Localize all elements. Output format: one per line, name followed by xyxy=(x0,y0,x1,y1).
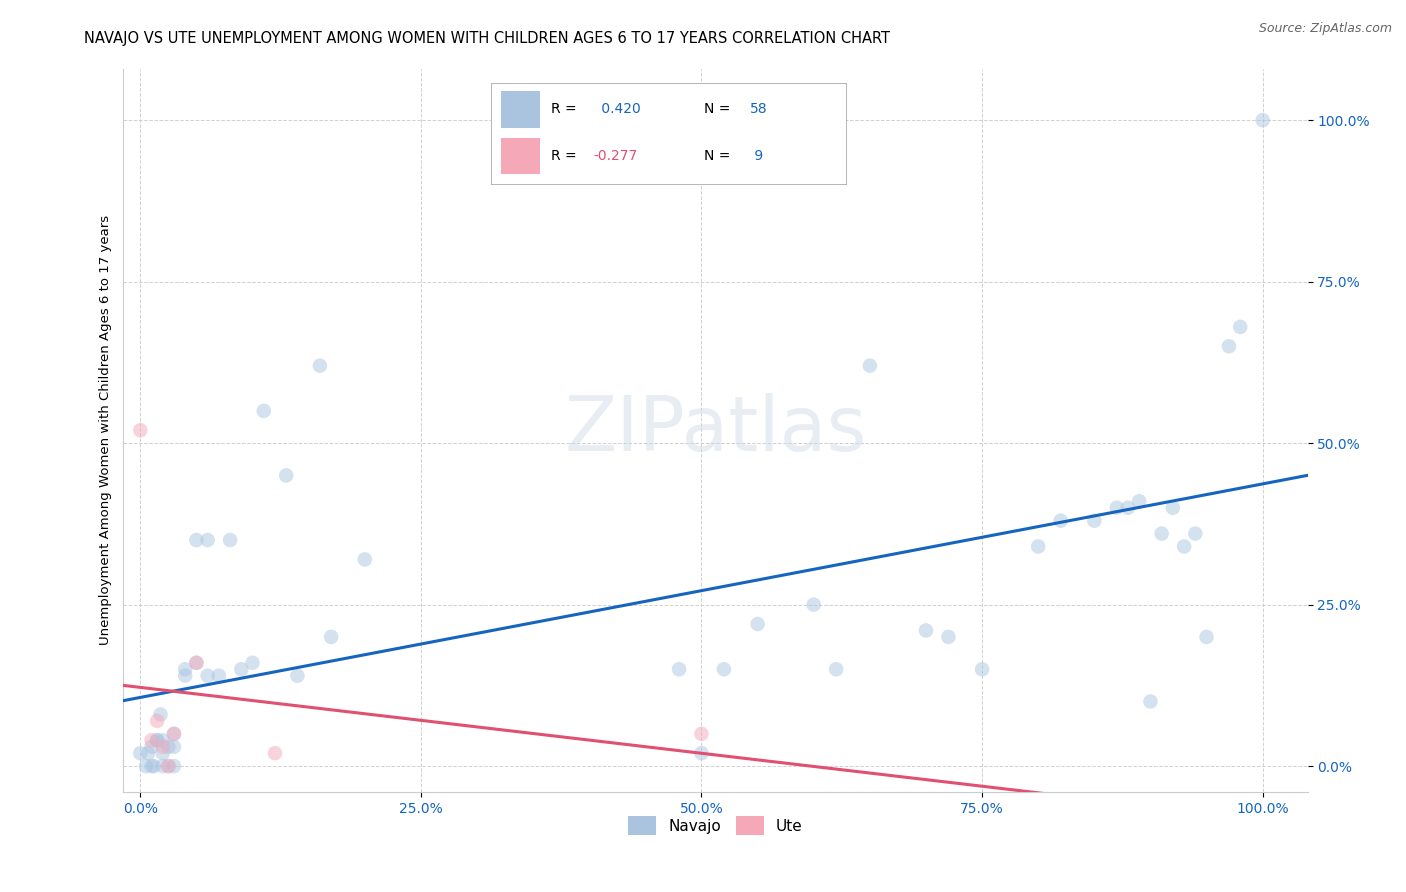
Point xyxy=(803,598,825,612)
Point xyxy=(970,662,993,676)
Point xyxy=(1026,540,1049,554)
Point xyxy=(1139,694,1161,708)
Point xyxy=(186,656,208,670)
Point xyxy=(136,746,159,760)
Point xyxy=(747,617,769,632)
Point xyxy=(152,739,174,754)
Point xyxy=(309,359,332,373)
Point xyxy=(668,662,690,676)
Point xyxy=(152,733,174,747)
Point xyxy=(146,714,169,728)
Point xyxy=(825,662,848,676)
Point xyxy=(915,624,938,638)
Point xyxy=(197,533,219,547)
Point xyxy=(197,669,219,683)
Point xyxy=(141,733,163,747)
Point xyxy=(938,630,960,644)
Point xyxy=(1218,339,1240,353)
Point xyxy=(174,669,197,683)
Point xyxy=(149,707,172,722)
Point xyxy=(152,759,174,773)
Point xyxy=(319,630,342,644)
Point xyxy=(353,552,375,566)
Point xyxy=(1251,113,1274,128)
Point xyxy=(1049,514,1071,528)
Point xyxy=(157,759,180,773)
Point xyxy=(1161,500,1184,515)
Point xyxy=(152,746,174,760)
Point xyxy=(146,733,169,747)
Point xyxy=(157,739,180,754)
Point xyxy=(135,759,157,773)
Point xyxy=(1184,526,1206,541)
Point xyxy=(186,656,208,670)
Point xyxy=(129,423,152,437)
Point xyxy=(129,746,152,760)
Point xyxy=(1116,500,1139,515)
Point xyxy=(231,662,253,676)
Point xyxy=(713,662,735,676)
Point xyxy=(157,759,180,773)
Point xyxy=(287,669,309,683)
Point xyxy=(141,739,163,754)
Point xyxy=(1083,514,1105,528)
Point xyxy=(219,533,242,547)
Point xyxy=(690,727,713,741)
Legend: Navajo, Ute: Navajo, Ute xyxy=(628,816,803,835)
Point xyxy=(859,359,882,373)
Point xyxy=(264,746,287,760)
Point xyxy=(163,727,186,741)
Point xyxy=(690,746,713,760)
Point xyxy=(1173,540,1195,554)
Point xyxy=(1195,630,1218,644)
Point xyxy=(146,733,169,747)
Text: ZIPatlas: ZIPatlas xyxy=(564,393,866,467)
Text: Source: ZipAtlas.com: Source: ZipAtlas.com xyxy=(1258,22,1392,36)
Point xyxy=(141,759,163,773)
Point xyxy=(186,533,208,547)
Point xyxy=(163,759,186,773)
Point xyxy=(208,669,231,683)
Point xyxy=(1128,494,1150,508)
Y-axis label: Unemployment Among Women with Children Ages 6 to 17 years: Unemployment Among Women with Children A… xyxy=(100,215,112,645)
Point xyxy=(242,656,264,670)
Point xyxy=(174,662,197,676)
Point xyxy=(253,404,276,418)
Point xyxy=(142,759,165,773)
Point xyxy=(1150,526,1173,541)
Point xyxy=(163,739,186,754)
Point xyxy=(1105,500,1128,515)
Text: NAVAJO VS UTE UNEMPLOYMENT AMONG WOMEN WITH CHILDREN AGES 6 TO 17 YEARS CORRELAT: NAVAJO VS UTE UNEMPLOYMENT AMONG WOMEN W… xyxy=(84,31,890,46)
Point xyxy=(276,468,298,483)
Point xyxy=(1229,319,1251,334)
Point xyxy=(163,727,186,741)
